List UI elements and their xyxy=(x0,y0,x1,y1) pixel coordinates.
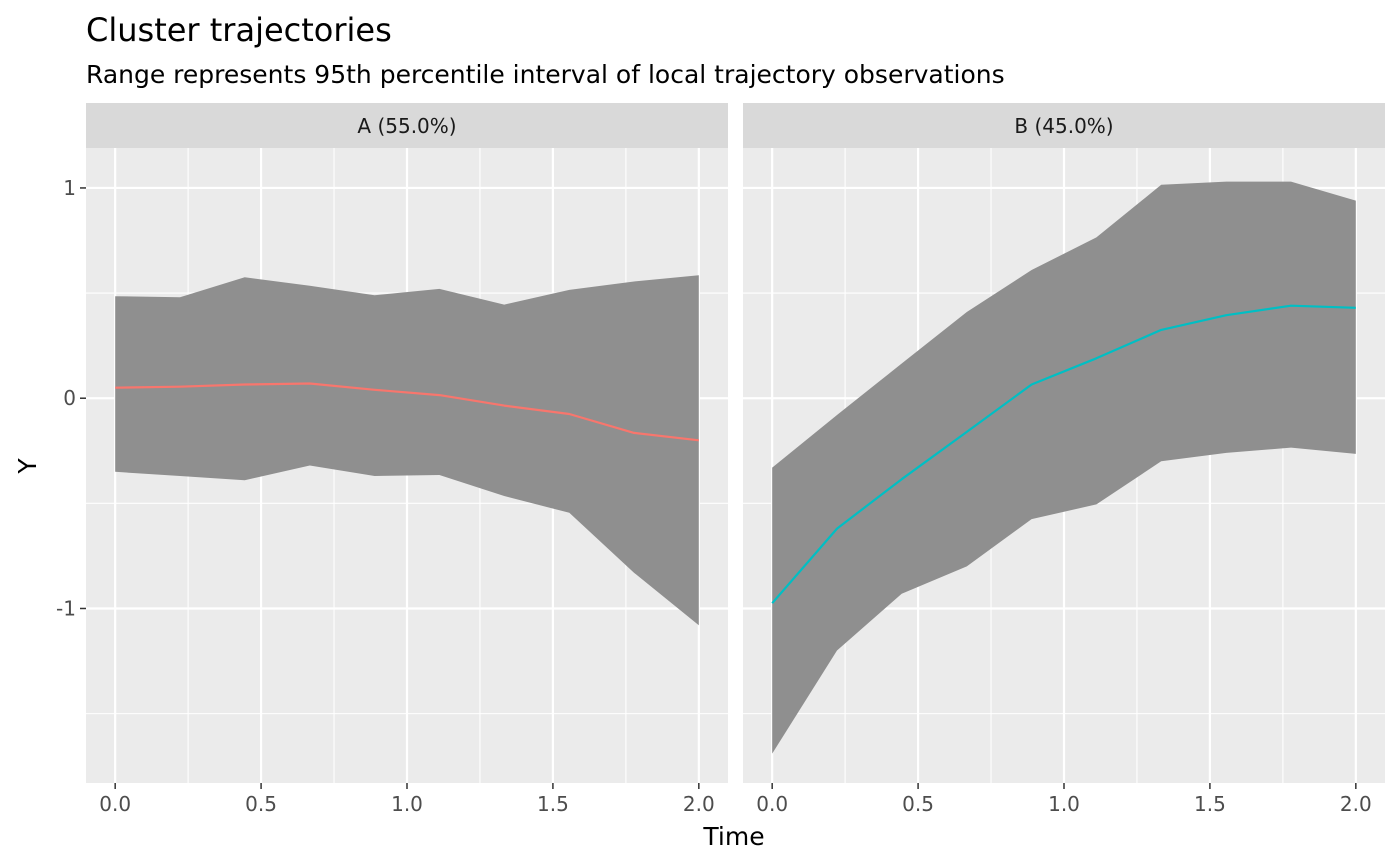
x-tick-label: 1.0 xyxy=(1048,792,1080,816)
chart-title: Cluster trajectories xyxy=(86,11,392,49)
facet-panels: A (55.0%) 0.0 0.5 1.0 1.5 2.0 B (45.0%) 0.0 0.5 1… xyxy=(86,103,1385,816)
trajectory-line xyxy=(115,382,699,442)
facet-strip-label: B (45.0%) xyxy=(1014,114,1113,138)
percentile-band xyxy=(115,275,699,626)
x-axis-title: Time xyxy=(702,822,764,851)
x-tick-label: 0.5 xyxy=(245,792,277,816)
x-tick-label: 0.5 xyxy=(902,792,934,816)
x-tick-label: 0.0 xyxy=(756,792,788,816)
facet-strip xyxy=(743,103,1385,148)
x-tick-label: 2.0 xyxy=(683,792,715,816)
y-tick-label: -1 xyxy=(56,596,76,620)
y-axis: 1 0 -1 xyxy=(56,176,86,620)
x-tick-label: 2.0 xyxy=(1340,792,1372,816)
trajectory-line xyxy=(771,304,1356,604)
facet-panel-1: A (55.0%) 0.0 0.5 1.0 1.5 2.0 xyxy=(86,103,728,816)
x-tick-label: 1.0 xyxy=(391,792,423,816)
y-tick-label: 1 xyxy=(63,176,76,200)
facet-panel-2: B (45.0%) 0.0 0.5 1.0 1.5 2.0 xyxy=(743,103,1385,816)
facet-strip xyxy=(86,103,728,148)
x-tick-label: 1.5 xyxy=(537,792,569,816)
chart-subtitle: Range represents 95th percentile interva… xyxy=(86,60,1005,89)
x-tick-label: 0.0 xyxy=(99,792,131,816)
y-axis-title: Y xyxy=(13,458,42,475)
y-tick-label: 0 xyxy=(63,386,76,410)
percentile-band xyxy=(772,181,1356,754)
facet-strip-label: A (55.0%) xyxy=(357,114,456,138)
x-tick-label: 1.5 xyxy=(1194,792,1226,816)
